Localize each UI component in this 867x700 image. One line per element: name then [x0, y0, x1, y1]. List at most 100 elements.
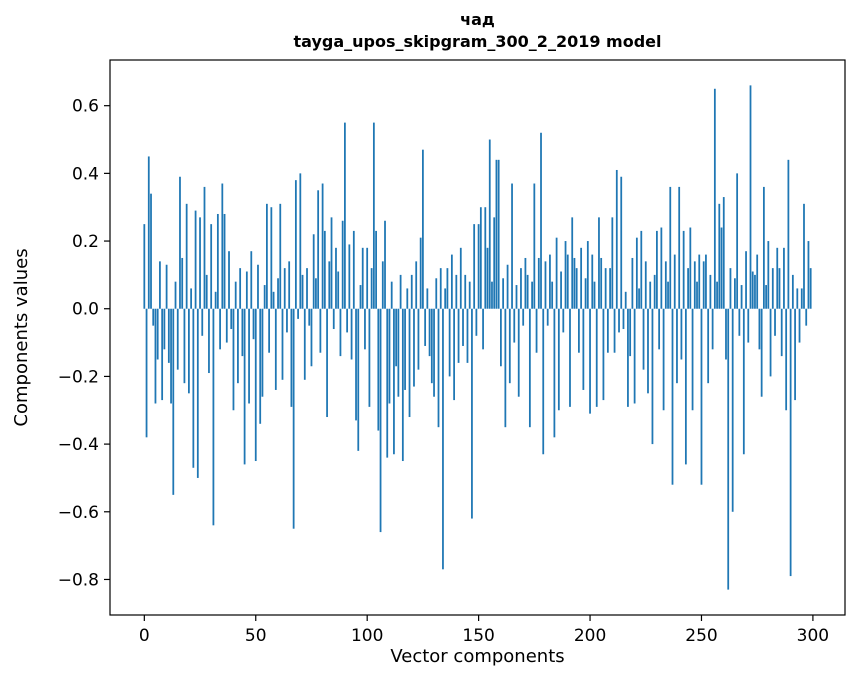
y-tick-label: 0.2: [72, 232, 99, 252]
bar: [294, 180, 297, 309]
bar: [528, 308, 531, 428]
bar: [647, 308, 649, 394]
bar: [774, 308, 776, 336]
bar: [473, 224, 476, 309]
bar-series: [143, 85, 812, 590]
bar: [535, 308, 538, 353]
bar: [308, 308, 311, 326]
bar: [263, 285, 266, 309]
bar: [159, 261, 161, 309]
bar: [613, 308, 616, 353]
bar: [210, 224, 213, 309]
bar: [495, 159, 498, 309]
bar: [317, 190, 320, 309]
bar: [397, 308, 400, 397]
bar: [713, 88, 716, 309]
bar: [448, 308, 451, 377]
bar: [442, 308, 444, 570]
bar: [355, 308, 357, 421]
bar: [161, 308, 164, 401]
bar: [676, 308, 678, 384]
bar: [731, 308, 734, 512]
bar: [520, 268, 522, 309]
bar: [664, 261, 667, 309]
bar: [484, 207, 487, 309]
bar: [725, 308, 727, 360]
bar: [350, 308, 353, 360]
chart-subtitle: tayga_upos_skipgram_300_2_2019 model: [294, 32, 662, 51]
plot-border: [109, 59, 846, 616]
bar: [310, 308, 313, 367]
bar: [667, 281, 669, 309]
bar: [807, 241, 810, 309]
bar: [531, 281, 533, 309]
bar: [234, 281, 237, 309]
bar: [243, 308, 246, 465]
bar: [629, 308, 632, 357]
bar: [468, 281, 471, 309]
bar: [390, 281, 393, 309]
bar: [475, 308, 478, 336]
bar: [756, 254, 759, 309]
bar: [791, 274, 794, 309]
bar: [430, 308, 433, 384]
bar: [170, 308, 172, 404]
bar: [537, 257, 540, 309]
bar: [190, 288, 193, 309]
bar: [319, 308, 322, 353]
bar: [185, 203, 188, 309]
bar: [145, 308, 148, 438]
bar: [315, 278, 317, 309]
bar: [582, 308, 585, 390]
bar: [457, 308, 460, 363]
bar: [266, 203, 268, 309]
bar: [562, 308, 565, 333]
bar: [749, 85, 752, 309]
bar: [783, 247, 785, 309]
bar: [508, 308, 511, 384]
bar: [765, 285, 767, 309]
bar: [214, 291, 217, 309]
bar: [176, 308, 179, 370]
bar: [486, 247, 489, 309]
bar: [500, 308, 502, 367]
bar: [328, 261, 331, 309]
bar: [352, 230, 355, 309]
bar: [709, 274, 712, 309]
bar: [511, 183, 513, 309]
bar: [433, 308, 435, 397]
bar: [303, 308, 306, 380]
bar: [546, 308, 549, 326]
bar: [143, 224, 146, 309]
bar: [154, 308, 157, 404]
bar: [573, 257, 576, 309]
bar: [798, 308, 801, 343]
bar: [279, 203, 282, 309]
bar: [624, 291, 627, 309]
bar: [488, 139, 491, 309]
bar: [192, 308, 195, 468]
bar: [292, 308, 295, 529]
bar: [760, 308, 763, 397]
bar: [627, 308, 629, 407]
bar: [787, 159, 790, 309]
bar: [361, 247, 364, 309]
bar: [479, 207, 482, 309]
bar: [203, 186, 206, 309]
bar: [181, 257, 184, 309]
bar: [738, 308, 741, 336]
bar: [762, 186, 765, 309]
y-axis-label: Components values: [11, 248, 32, 426]
bar: [767, 241, 770, 309]
bar: [691, 308, 694, 411]
bar: [497, 159, 500, 309]
bar: [286, 308, 288, 333]
bar: [346, 308, 349, 333]
bar: [785, 308, 788, 411]
bar: [584, 278, 587, 309]
bar: [444, 288, 447, 309]
bar: [237, 308, 239, 384]
bar: [225, 308, 228, 343]
bar: [306, 268, 308, 309]
